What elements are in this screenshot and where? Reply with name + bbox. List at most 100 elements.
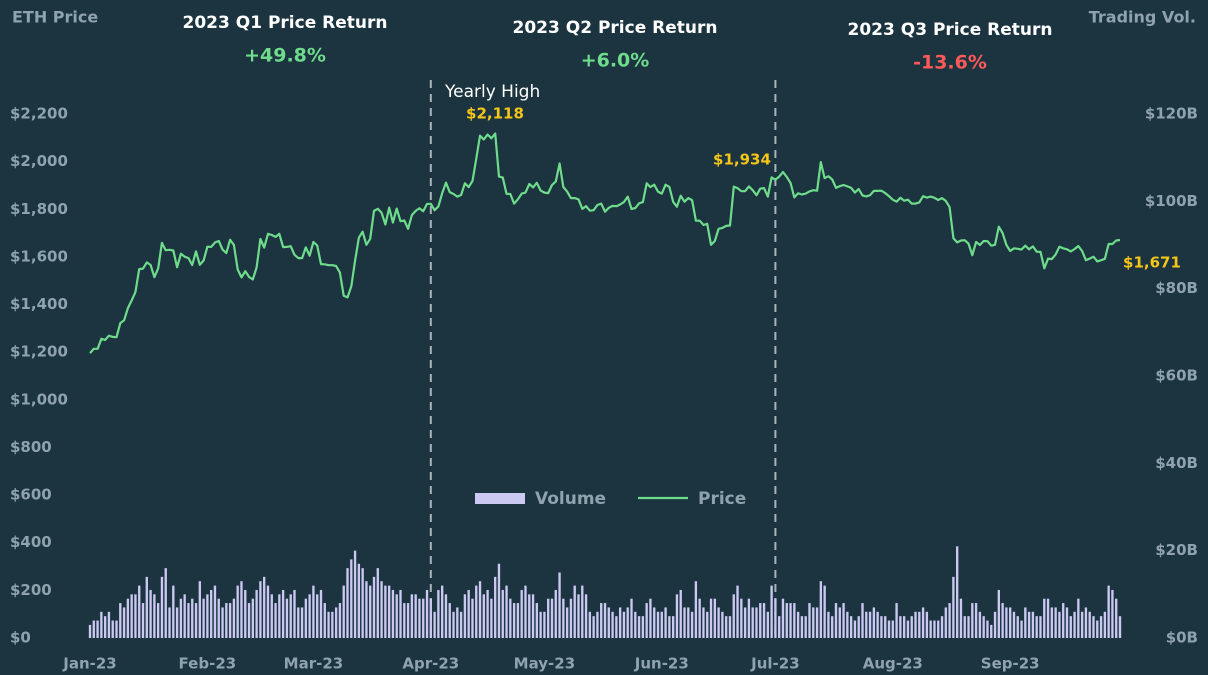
volume-bar xyxy=(153,594,156,638)
volume-bar xyxy=(997,589,1000,638)
volume-bar xyxy=(103,616,107,638)
volume-bar xyxy=(357,563,361,638)
volume-bar xyxy=(228,603,232,638)
volume-bar xyxy=(247,603,251,638)
volume-bar xyxy=(160,576,164,638)
volume-bar xyxy=(1103,611,1107,638)
volume-bar xyxy=(831,616,834,638)
volume-bar xyxy=(1065,607,1069,638)
volume-bar xyxy=(675,594,679,638)
volume-bar xyxy=(626,607,629,638)
volume-bar xyxy=(475,585,478,638)
volume-bar xyxy=(573,585,576,638)
volume-bar xyxy=(634,611,637,638)
volume-bar xyxy=(1046,598,1050,638)
volume-bar xyxy=(535,603,539,638)
volume-bar xyxy=(338,603,342,638)
volume-bar xyxy=(846,611,849,638)
volume-bar xyxy=(990,624,993,638)
volume-bar xyxy=(444,594,448,638)
volume-bar xyxy=(1084,607,1088,638)
volume-bar xyxy=(584,594,588,638)
volume-bar xyxy=(823,585,826,638)
volume-bar xyxy=(1001,603,1004,638)
volume-bar xyxy=(1077,598,1080,638)
volume-bar xyxy=(868,611,872,638)
volume-bar xyxy=(550,598,554,638)
y-tick-label: $800 xyxy=(10,438,52,456)
volume-bar xyxy=(520,589,523,638)
volume-bar xyxy=(725,616,728,638)
volume-bar xyxy=(259,581,262,638)
volume-bar xyxy=(770,585,773,638)
volume-bar xyxy=(978,611,982,638)
volume-bar xyxy=(308,594,311,638)
volume-bar xyxy=(395,594,398,638)
volume-bar xyxy=(569,598,573,638)
volume-bar xyxy=(906,620,910,638)
quarter-return: +49.8% xyxy=(244,45,326,67)
volume-bar xyxy=(637,616,641,638)
volume-bar xyxy=(865,611,868,638)
annotation: $2,118 xyxy=(466,105,524,123)
volume-bar xyxy=(554,589,557,638)
volume-bar xyxy=(122,607,126,638)
volume-bar xyxy=(429,598,432,638)
volume-bar xyxy=(679,589,682,638)
volume-bar xyxy=(191,598,194,638)
volume-bar xyxy=(812,607,815,638)
volume-bar xyxy=(516,603,520,638)
volume-bar xyxy=(778,616,781,638)
y-tick-label: $200 xyxy=(10,581,52,599)
volume-bar xyxy=(709,598,713,638)
quarter-title: 2023 Q1 Price Return xyxy=(183,13,388,33)
volume-bar xyxy=(796,611,800,638)
y2-tick-label: $0B xyxy=(1166,629,1198,647)
volume-bar xyxy=(982,616,985,638)
volume-bar xyxy=(921,607,925,638)
volume-bar xyxy=(1058,611,1061,638)
volume-bar xyxy=(872,607,876,638)
volume-bar xyxy=(312,585,315,638)
volume-bar xyxy=(145,576,148,638)
y-tick-label: $1,400 xyxy=(10,295,68,313)
x-tick-label: Sep-23 xyxy=(981,655,1040,673)
volume-bar xyxy=(179,598,183,638)
volume-bar xyxy=(1096,620,1099,638)
volume-bar xyxy=(615,616,618,638)
volume-bar xyxy=(645,603,648,638)
volume-bar xyxy=(759,603,762,638)
volume-bar xyxy=(668,616,671,638)
volume-bar xyxy=(929,620,932,638)
volume-bar xyxy=(372,576,376,638)
volume-bar xyxy=(971,603,974,638)
volume-bar xyxy=(721,611,724,638)
volume-bar xyxy=(804,616,807,638)
volume-bar xyxy=(115,620,118,638)
annotation: $1,671 xyxy=(1123,254,1181,272)
legend-label: Price xyxy=(698,489,746,509)
volume-bar xyxy=(1050,607,1054,638)
volume-bar xyxy=(815,607,819,638)
volume-bar xyxy=(380,581,383,638)
volume-bar xyxy=(384,585,387,638)
volume-bar xyxy=(497,563,501,638)
volume-bar xyxy=(183,594,186,638)
volume-bar xyxy=(175,607,179,638)
volume-bar xyxy=(755,607,758,638)
volume-bar xyxy=(1024,607,1027,638)
volume-bar xyxy=(528,594,531,638)
volume-bar xyxy=(789,603,792,638)
volume-bar xyxy=(327,611,330,638)
volume-bar xyxy=(323,603,326,638)
volume-bar xyxy=(524,585,527,638)
volume-bar xyxy=(1099,616,1103,638)
volume-bar xyxy=(410,594,414,638)
volume-bar xyxy=(827,611,830,638)
volume-bar xyxy=(376,568,379,638)
volume-bar xyxy=(361,568,364,638)
volume-bar xyxy=(304,598,308,638)
volume-bar xyxy=(834,603,838,638)
volume-bar xyxy=(448,603,451,638)
